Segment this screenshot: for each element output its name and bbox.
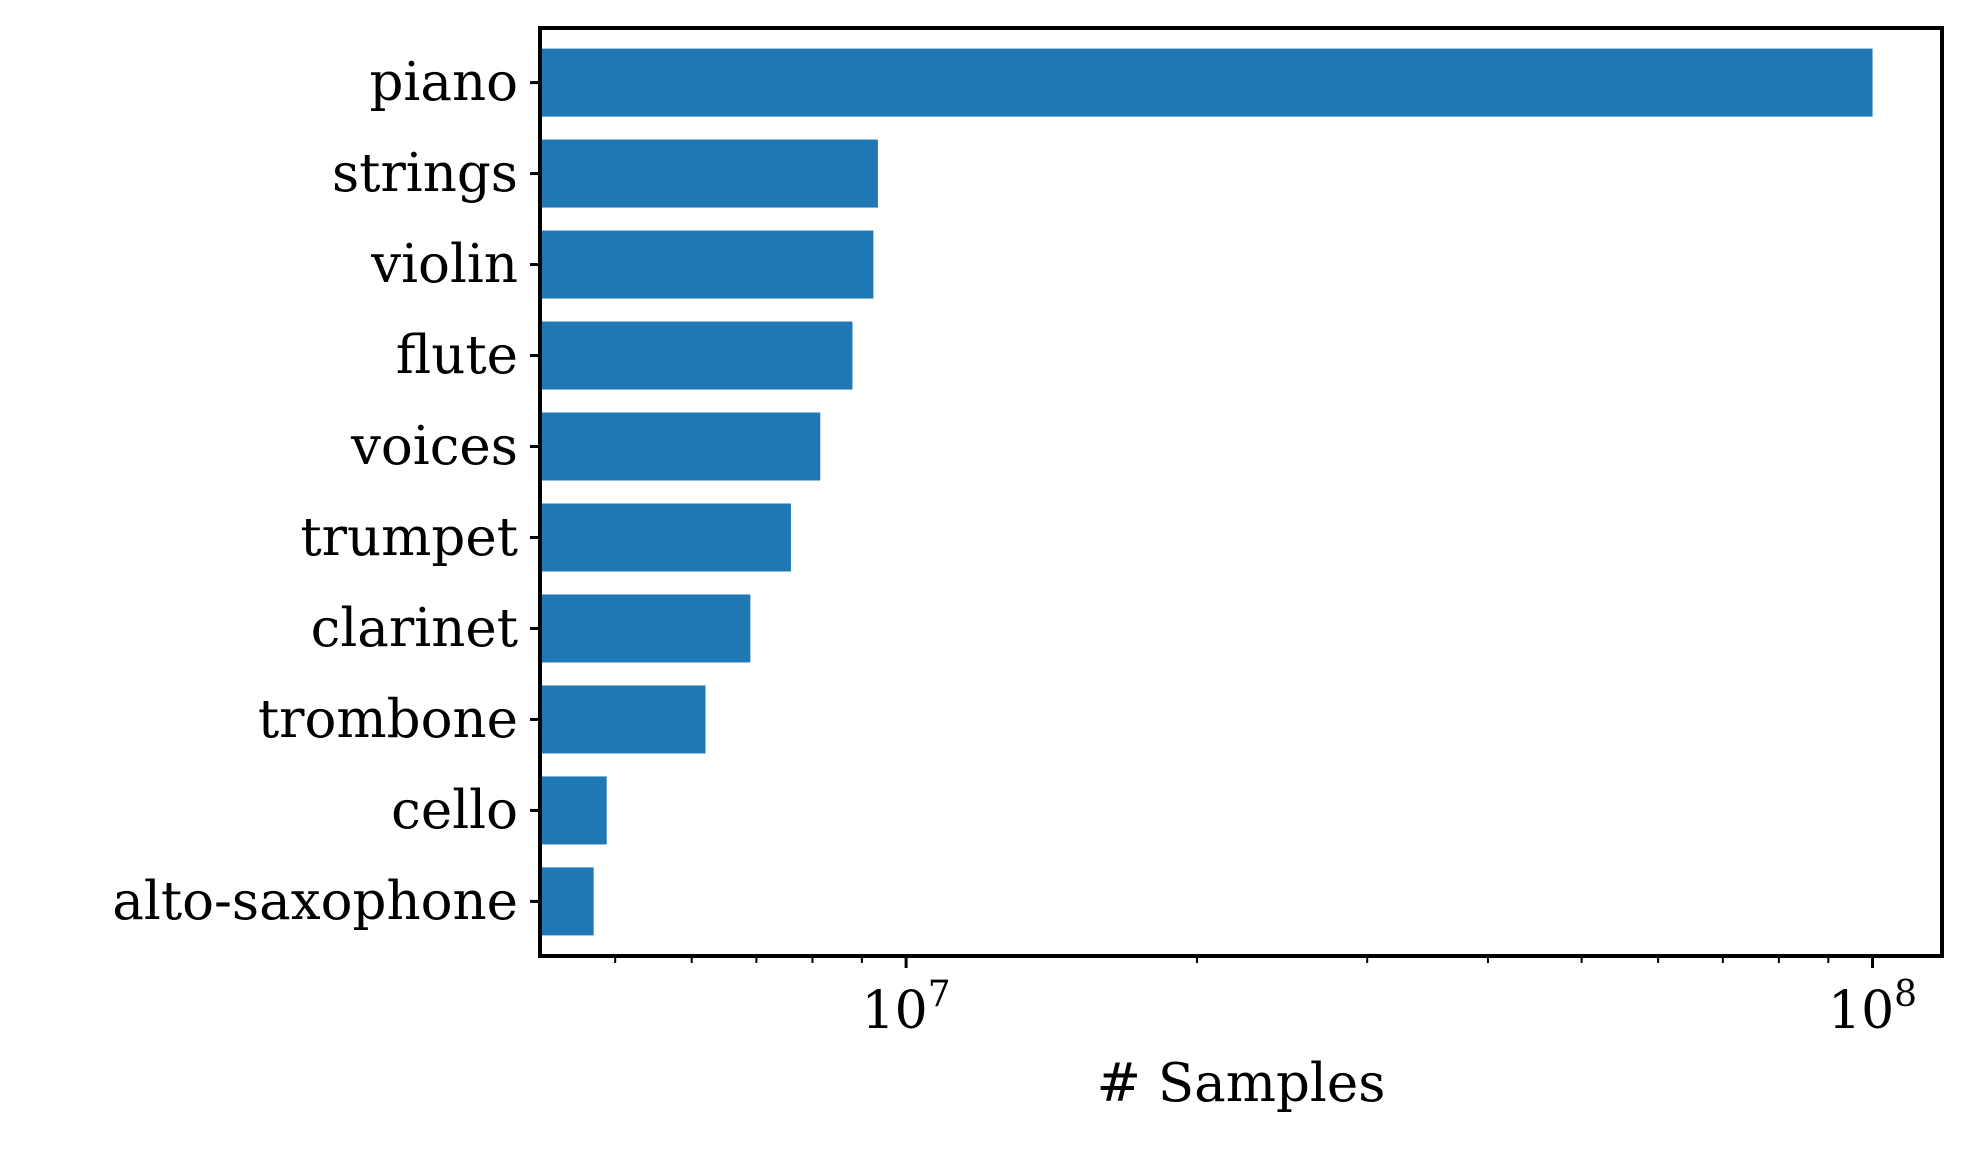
bar-strings — [540, 139, 878, 208]
y-tick-label-cello: cello — [391, 780, 518, 841]
y-tick-label-trumpet: trumpet — [300, 507, 518, 568]
bars-group — [540, 48, 1873, 936]
y-tick-labels: piano strings violin flute voices trumpet clar… — [112, 52, 518, 932]
x-tick-label-base: 10 — [1828, 981, 1894, 1041]
bar-trumpet — [540, 503, 791, 572]
x-tick-label: 107 — [862, 974, 951, 1041]
bar-piano — [540, 48, 1873, 117]
y-tick-label-voices: voices — [350, 416, 518, 477]
y-tick-label-clarinet: clarinet — [311, 598, 518, 659]
bar-violin — [540, 230, 874, 299]
y-tick-label-trombone: trombone — [258, 689, 518, 750]
bar-cello — [540, 776, 607, 845]
x-tick-label-exponent: 8 — [1894, 974, 1917, 1015]
x-tick-label-exponent: 7 — [928, 974, 951, 1015]
x-axis-label: # Samples — [1097, 1053, 1386, 1114]
bar-clarinet — [540, 594, 751, 663]
x-tick-labels: 107 108 — [862, 974, 1918, 1041]
bar-alto-saxophone — [540, 867, 594, 936]
x-tick-label: 108 — [1828, 974, 1917, 1041]
y-tick-label-strings: strings — [332, 143, 518, 204]
bar-voices — [540, 412, 821, 481]
bar-flute — [540, 321, 853, 390]
x-tick-label-base: 10 — [862, 981, 928, 1041]
y-tick-label-alto-saxophone: alto-saxophone — [112, 871, 518, 932]
bar-trombone — [540, 685, 706, 754]
y-tick-label-violin: violin — [370, 234, 518, 295]
y-tick-label-piano: piano — [369, 52, 518, 113]
axes-frame — [538, 26, 1944, 958]
y-tick-label-flute: flute — [396, 325, 518, 386]
